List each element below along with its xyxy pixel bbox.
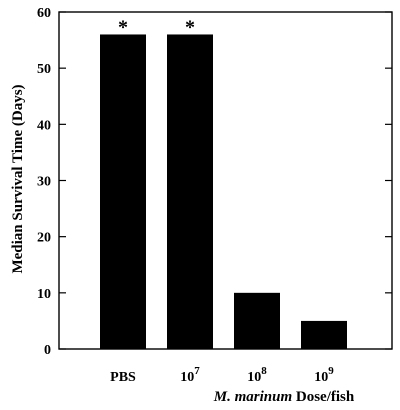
x-tick-label: 107 <box>180 365 200 385</box>
y-axis: 0 10 20 30 40 50 60 <box>37 6 392 358</box>
x-axis-title: M. marinum Dose/fish <box>213 389 355 405</box>
y-tick-label: 10 <box>37 287 51 302</box>
x-axis: PBS 107 108 109 <box>110 343 334 385</box>
y-tick-label: 20 <box>37 231 51 246</box>
x-tick-label: 109 <box>314 365 334 385</box>
y-tick-label: 50 <box>37 62 51 77</box>
bar <box>100 34 146 349</box>
x-axis-title-italic: M. marinum <box>213 389 292 405</box>
y-tick-label: 30 <box>37 175 51 190</box>
x-tick-label: 108 <box>247 365 267 385</box>
y-axis-title: Median Survival Time (Days) <box>10 84 26 273</box>
bar <box>167 34 213 349</box>
bar <box>234 292 280 349</box>
y-tick-label: 40 <box>37 118 51 133</box>
y-tick-label: 60 <box>37 6 51 21</box>
bar-series: * * <box>100 16 347 349</box>
y-tick-label: 0 <box>44 343 51 358</box>
x-tick-label: PBS <box>110 370 136 385</box>
x-axis-title-rest: Dose/fish <box>292 389 355 405</box>
significance-marker: * <box>118 16 128 38</box>
significance-marker: * <box>185 16 195 38</box>
